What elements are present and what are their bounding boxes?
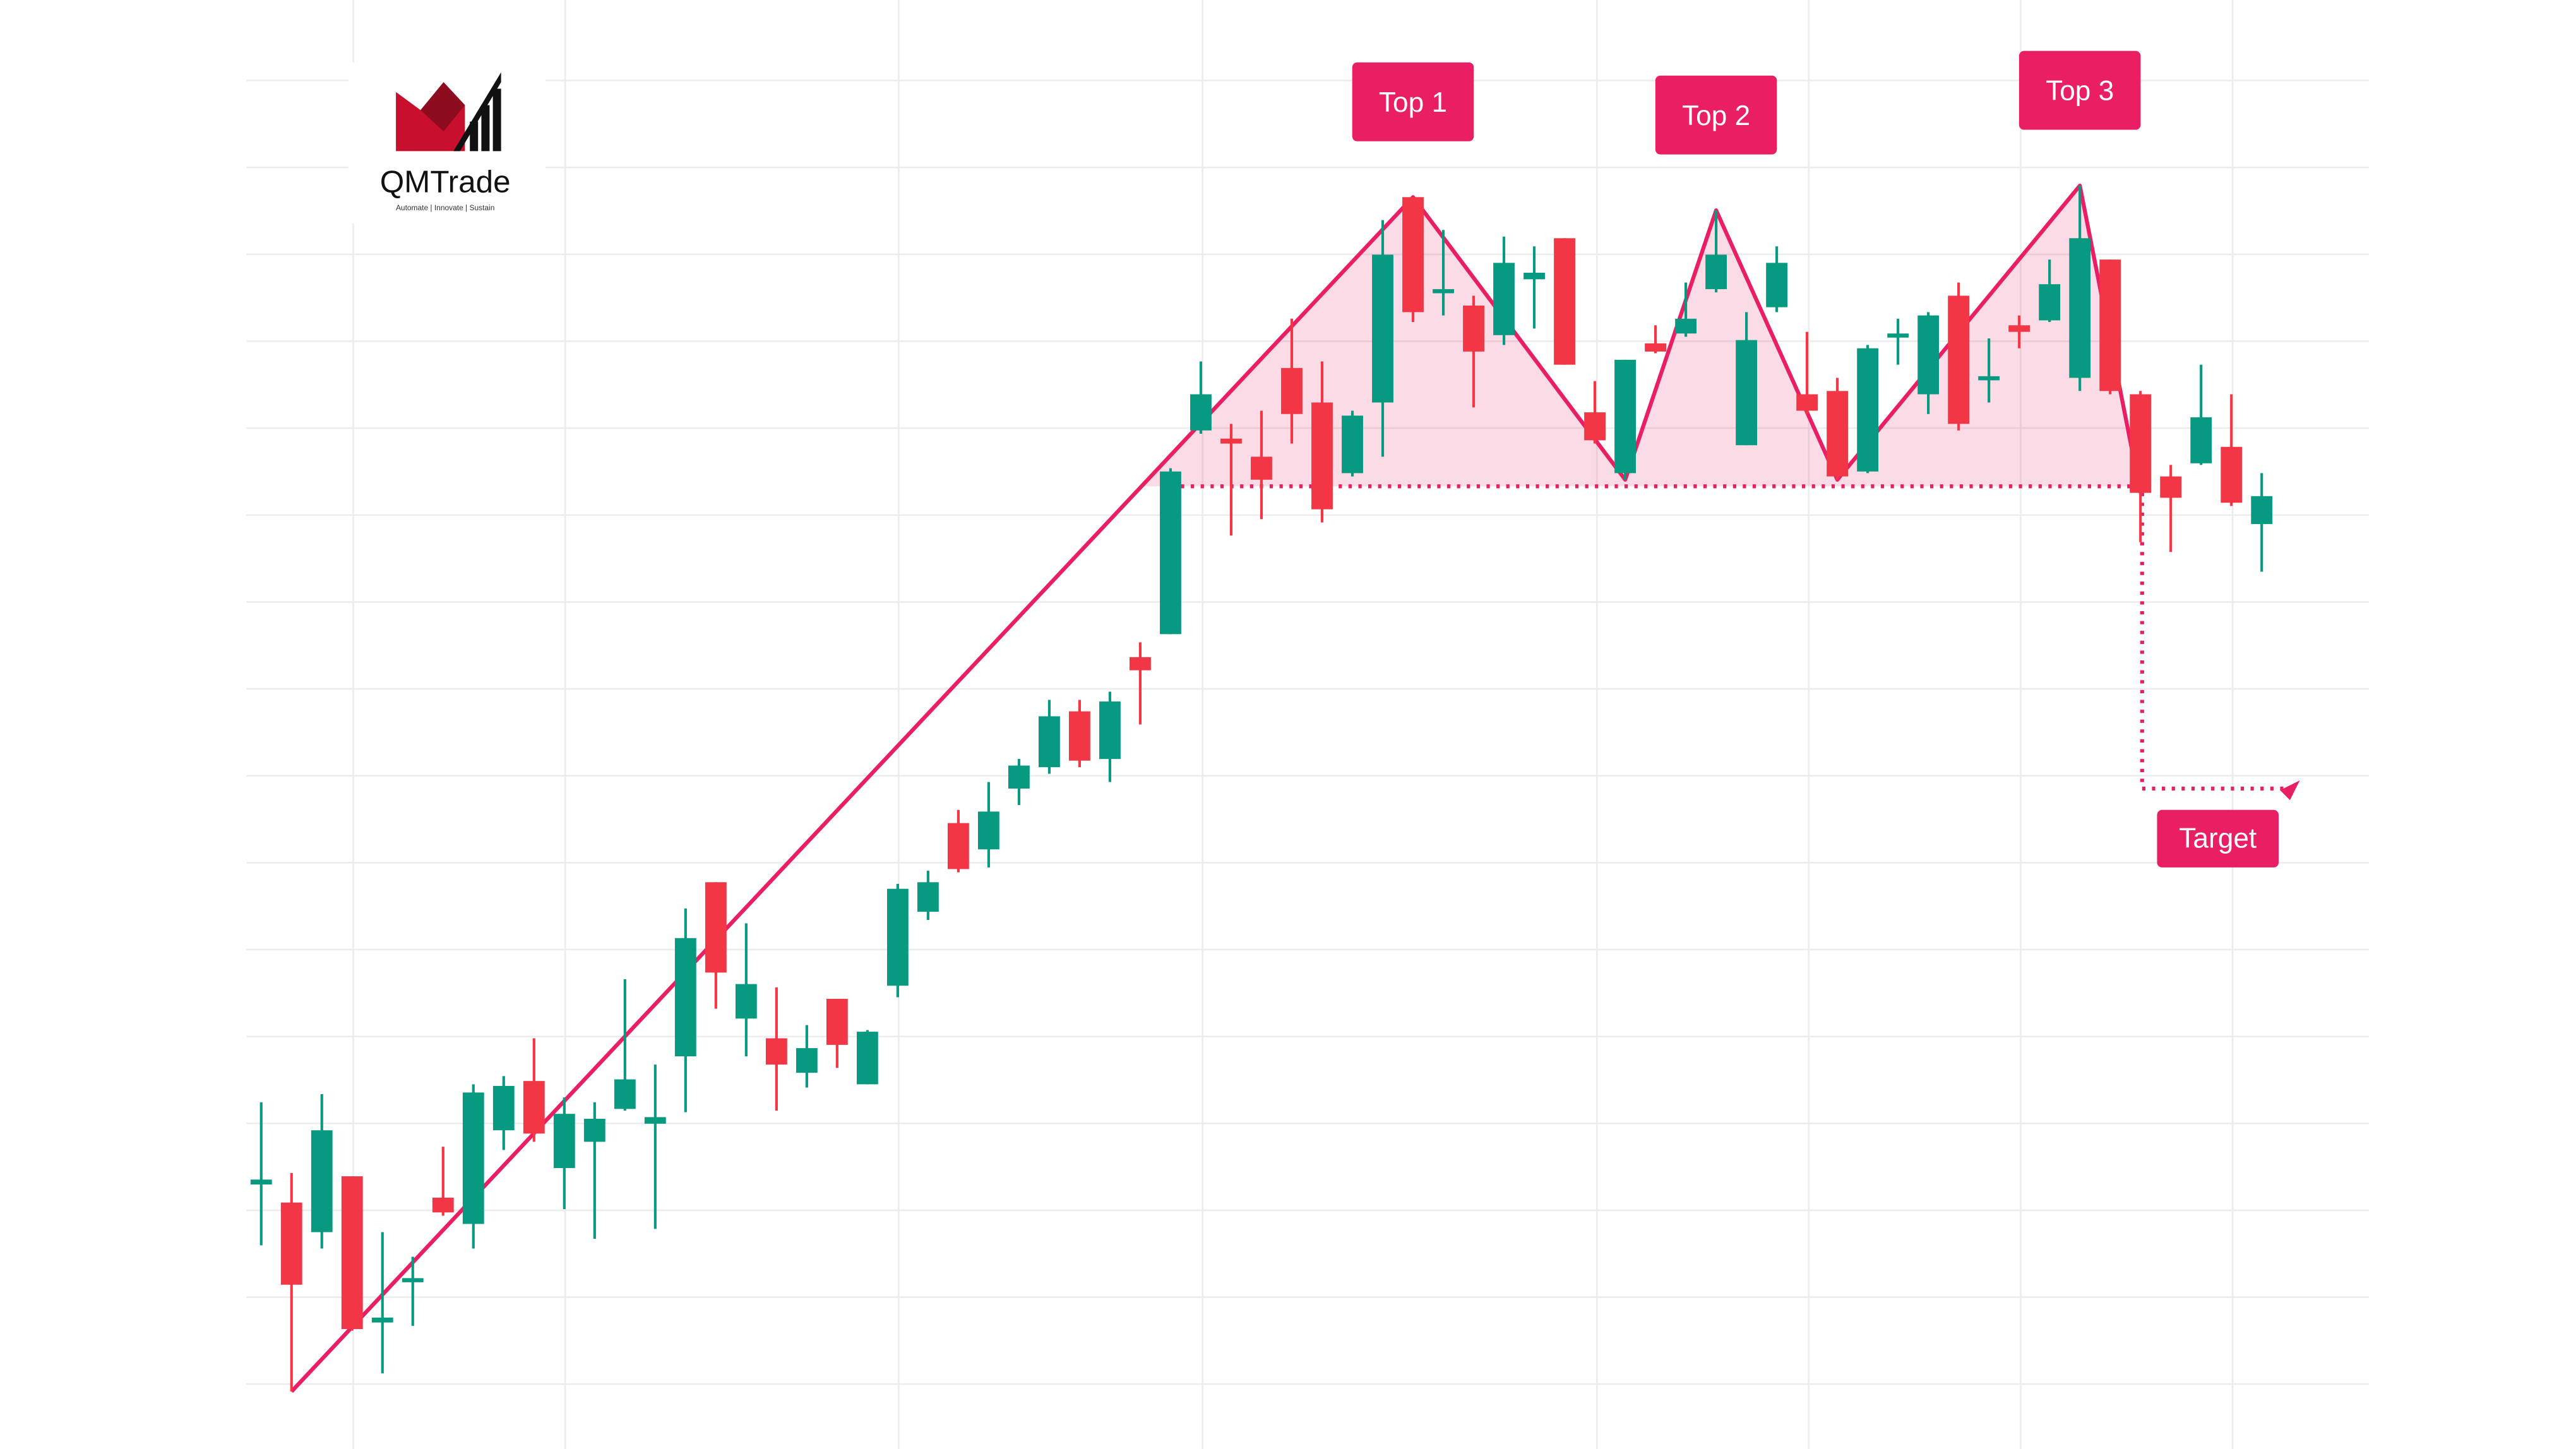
candle-body <box>1160 471 1181 635</box>
candle-body <box>977 811 999 850</box>
logo-name: QMTrade <box>380 164 511 199</box>
candle-body <box>371 1317 393 1323</box>
candle-body <box>1675 318 1696 334</box>
candle-body <box>1251 456 1272 480</box>
candle-body <box>2130 394 2152 493</box>
candle-body <box>1614 359 1636 474</box>
target-arrow <box>2280 780 2300 801</box>
candle-body <box>1402 197 1424 313</box>
candle-body <box>1584 412 1606 441</box>
candle-body <box>947 823 969 869</box>
candle-body <box>674 938 696 1057</box>
candle-body <box>2099 259 2121 391</box>
candle-body <box>1857 348 1879 472</box>
candle-body <box>1069 711 1090 761</box>
candle-body <box>1796 394 1818 411</box>
logo-tagline: Automate | Innovate | Sustain <box>396 203 494 212</box>
label-text: Top 2 <box>1682 100 1750 131</box>
logo-mark <box>453 72 501 152</box>
candles <box>250 186 2273 1392</box>
candle-body <box>2008 325 2030 332</box>
label-text: Top 3 <box>2046 76 2114 107</box>
candle-body <box>1342 415 1363 474</box>
candle-body <box>1039 716 1060 768</box>
label-box <box>2157 809 2279 868</box>
candle-body <box>2069 238 2091 378</box>
logo: QMTrade Automate | Innovate | Sustain <box>348 62 546 224</box>
candle-body <box>2160 476 2182 498</box>
logo-mark <box>420 82 465 132</box>
candle-body <box>1827 391 1849 477</box>
candle-body <box>1524 272 1545 280</box>
candle-body <box>1887 333 1909 338</box>
candle-body <box>1463 305 1484 352</box>
candle-body <box>1190 394 1212 431</box>
candle-body <box>614 1079 636 1109</box>
candle-body <box>462 1092 484 1224</box>
candle-body <box>1099 701 1121 760</box>
target-line <box>2140 492 2284 791</box>
candle-body <box>917 882 939 912</box>
candle-body <box>1948 295 1970 424</box>
candle-body <box>492 1085 515 1131</box>
candle-body <box>1766 263 1788 307</box>
candle-body <box>644 1117 666 1124</box>
candle-body <box>1645 343 1666 352</box>
candle-body <box>2190 417 2212 463</box>
candle-body <box>1372 254 1393 403</box>
candle-body <box>886 888 909 986</box>
candle-body <box>2221 446 2243 503</box>
candle-body <box>311 1130 333 1232</box>
candle-body <box>402 1278 424 1282</box>
candle-body <box>1705 254 1727 289</box>
candle-body <box>1917 315 1940 395</box>
logo-bar <box>470 121 479 152</box>
label-text: Target <box>2179 823 2257 854</box>
candle-body <box>1220 438 1242 444</box>
logo-bar <box>492 88 501 152</box>
candle-body <box>523 1081 545 1134</box>
candle-body <box>826 999 848 1045</box>
candle-body <box>705 882 727 973</box>
candle-body <box>583 1118 605 1142</box>
label-box <box>1352 62 1474 141</box>
candle-body <box>1130 657 1151 671</box>
candle-body <box>341 1176 363 1330</box>
candle-body <box>796 1048 818 1073</box>
label-text: Top 1 <box>1379 87 1447 118</box>
candle-body <box>1493 263 1515 335</box>
candle-body <box>280 1202 302 1285</box>
candle-body <box>432 1197 454 1213</box>
candle-body <box>1978 376 2000 381</box>
candle-body <box>250 1179 272 1185</box>
label-box <box>2018 51 2141 130</box>
labels: Top 1 Top 2 Top 3 Target <box>1352 51 2279 868</box>
label-box <box>1655 75 1777 155</box>
candle-body <box>1311 402 1333 510</box>
candle-body <box>765 1038 787 1065</box>
candle-body <box>553 1114 575 1169</box>
candle-body <box>2251 496 2273 525</box>
logo-bar <box>481 105 490 152</box>
candle-body <box>1554 238 1575 365</box>
candle-body <box>1736 340 1758 446</box>
candle-body <box>735 984 757 1019</box>
candle-body <box>1433 289 1454 294</box>
candle-body <box>856 1032 878 1085</box>
candle-body <box>1008 765 1030 789</box>
candle-body <box>2039 284 2061 321</box>
grid <box>246 0 2370 1449</box>
candle-body <box>1281 367 1303 414</box>
